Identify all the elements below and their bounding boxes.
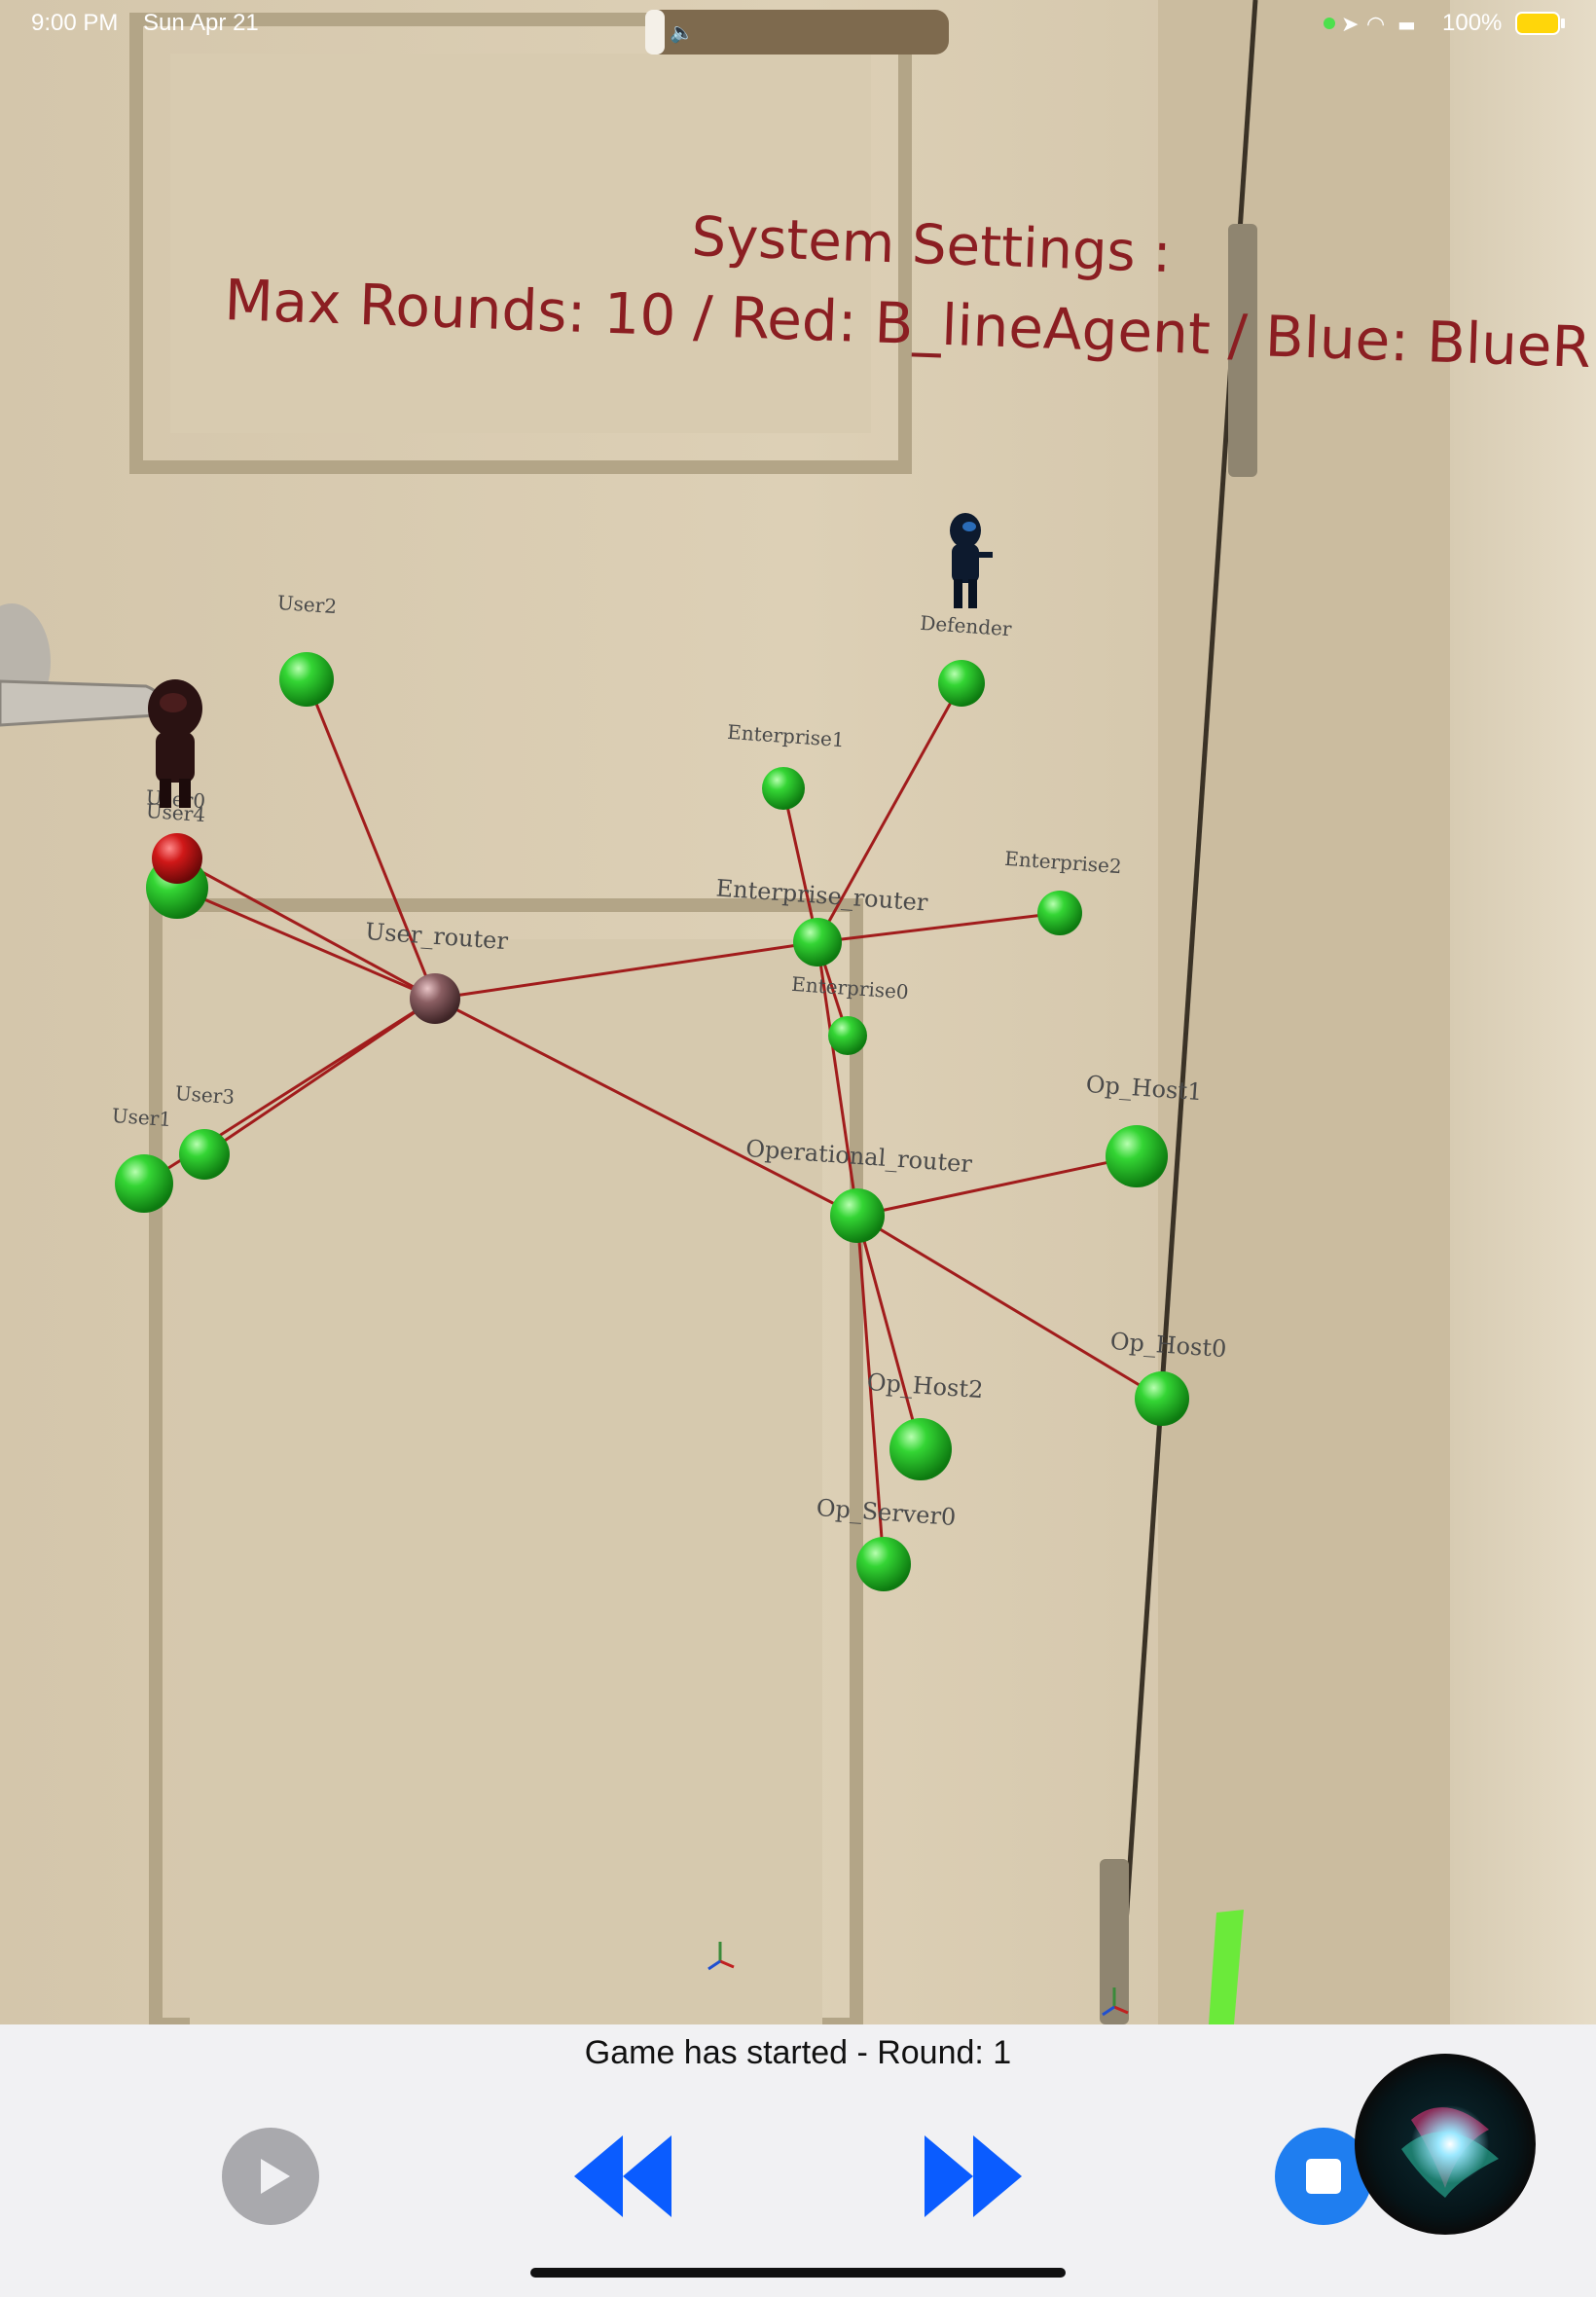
camera-active-dot xyxy=(1324,18,1335,29)
node-user-router[interactable] xyxy=(410,973,460,1024)
status-time: 9:00 PM xyxy=(31,10,119,36)
edge-user2-user_router xyxy=(305,678,437,1000)
edge-operational_router-op_host0 xyxy=(856,1214,1163,1401)
door-lower-panel xyxy=(149,898,863,2024)
volume-level xyxy=(645,10,665,55)
siri-orb[interactable] xyxy=(1353,2052,1538,2237)
sleep-mode-icon: ▬ xyxy=(1397,13,1416,36)
node-label: User2 xyxy=(276,591,338,618)
fast-forward-button[interactable] xyxy=(923,2128,1024,2225)
edge-enterprise_router-defender xyxy=(816,682,963,943)
stop-button[interactable] xyxy=(1275,2128,1372,2225)
play-icon xyxy=(222,2128,319,2225)
node-label: User1 xyxy=(111,1104,172,1131)
door-upper-panel xyxy=(129,13,912,474)
door-upper-panel-inner xyxy=(170,54,871,433)
status-date: Sun Apr 21 xyxy=(143,10,259,36)
ar-anchor-gizmo-2 xyxy=(1102,1987,1129,2017)
door-frame xyxy=(1158,0,1450,2024)
edge-user4-user_router xyxy=(176,886,436,1001)
siri-icon xyxy=(1355,2054,1536,2235)
ar-scene-view[interactable]: 🔈 ➤ ◠ ▬ System Settings : Max Rounds: 10… xyxy=(0,0,1596,2024)
wifi-icon: ◠ xyxy=(1366,13,1385,37)
home-indicator[interactable] xyxy=(530,2268,1066,2278)
fast-forward-icon xyxy=(925,2135,1022,2217)
volume-indicator xyxy=(645,10,949,55)
battery-cap xyxy=(1561,18,1565,28)
node-op-host0[interactable] xyxy=(1135,1371,1189,1426)
node-defender[interactable] xyxy=(938,660,985,707)
node-enterprise1[interactable] xyxy=(762,767,805,810)
green-ar-marker xyxy=(1209,1910,1244,2024)
side-wall xyxy=(1450,0,1596,2024)
network-nodes xyxy=(115,652,1189,1591)
battery-icon xyxy=(1515,12,1560,35)
rewind-icon xyxy=(574,2135,671,2217)
battery-percent: 100% xyxy=(1442,10,1503,36)
red-agent-figure xyxy=(148,679,202,808)
node-enterprise-router[interactable] xyxy=(793,918,842,966)
speaker-icon: 🔈 xyxy=(670,20,694,44)
node-label: User3 xyxy=(174,1081,236,1109)
edge-operational_router-op_host2 xyxy=(855,1215,923,1450)
edge-user0-user_router xyxy=(176,857,436,1001)
play-button[interactable] xyxy=(222,2128,319,2225)
game-status-text: Game has started - Round: 1 xyxy=(584,2034,1012,2071)
node-user2[interactable] xyxy=(279,652,334,707)
edge-enterprise_router-operational_router xyxy=(816,941,859,1217)
location-icon: ➤ xyxy=(1341,13,1359,37)
ar-scene-canvas: 🔈 ➤ ◠ ▬ System Settings : Max Rounds: 10… xyxy=(0,0,1596,2024)
edge-operational_router-op_host1 xyxy=(856,1154,1138,1218)
node-enterprise0[interactable] xyxy=(828,1016,867,1055)
edge-enterprise_router-enterprise2 xyxy=(816,911,1061,944)
rewind-button[interactable] xyxy=(572,2128,673,2225)
node-user0[interactable] xyxy=(152,833,202,884)
node-label: User0 xyxy=(145,785,206,813)
edge-enterprise_router-enterprise1 xyxy=(781,787,819,943)
node-label: User4 xyxy=(145,799,206,826)
node-op-host2[interactable] xyxy=(889,1418,952,1480)
stop-icon xyxy=(1275,2128,1372,2225)
node-user3[interactable] xyxy=(179,1129,230,1180)
edge-user_router-operational_router xyxy=(434,997,858,1218)
defender-agent-figure xyxy=(950,513,993,608)
bottom-hinge xyxy=(1100,1859,1129,2024)
edge-operational_router-op_server0 xyxy=(855,1215,886,1565)
node-op-host1[interactable] xyxy=(1106,1125,1168,1187)
node-operational-router[interactable] xyxy=(830,1188,885,1243)
top-hinge xyxy=(1228,224,1257,477)
node-enterprise2[interactable] xyxy=(1037,891,1082,935)
edge-user_router-enterprise_router xyxy=(434,940,818,1001)
door-lower-panel-inner xyxy=(190,939,822,2024)
node-user1[interactable] xyxy=(115,1154,173,1213)
ar-anchor-gizmo xyxy=(707,1942,735,1971)
node-op-server0[interactable] xyxy=(856,1537,911,1591)
